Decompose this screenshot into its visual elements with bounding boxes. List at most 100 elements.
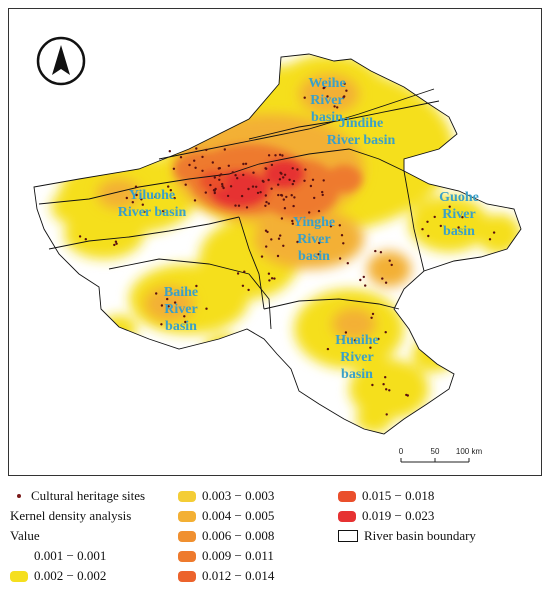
heritage-site-point	[359, 278, 362, 282]
heritage-site-point	[264, 167, 267, 170]
legend-value-title: Value	[10, 526, 40, 546]
heritage-site-point	[274, 154, 277, 157]
heritage-site-point	[384, 331, 387, 334]
legend-swatch-7	[178, 570, 196, 582]
heritage-site-point	[169, 189, 172, 192]
heritage-site-point	[457, 226, 460, 229]
heritage-site-point	[317, 209, 321, 213]
basin-label-jindihe-line-1: River basin	[327, 133, 396, 148]
heritage-site-point	[427, 234, 430, 238]
basin-label-yinghe-line-1: River	[297, 232, 330, 247]
heritage-site-point	[270, 277, 274, 280]
region-outline	[33, 53, 522, 435]
heritage-site-point	[384, 376, 387, 379]
legend-swatch-5	[178, 530, 196, 542]
heritage-site-point	[388, 389, 391, 392]
heritage-site-point	[344, 331, 348, 334]
heritage-site-point	[214, 187, 217, 191]
legend-class-1-label: 0.001 − 0.001	[34, 548, 107, 563]
heritage-site-point	[267, 178, 270, 182]
heritage-site-point	[318, 241, 321, 245]
heritage-site-point	[204, 191, 207, 194]
heritage-site-point	[388, 259, 391, 262]
heritage-site-point	[143, 210, 146, 214]
heritage-site-point	[247, 288, 250, 292]
heritage-site-point	[167, 305, 170, 308]
density-surface	[51, 54, 521, 433]
boundary-weihe	[158, 88, 435, 160]
heritage-site-point	[280, 194, 284, 197]
basin-label-baihe-line-2: basin	[165, 319, 197, 334]
heritage-site-point	[267, 154, 271, 157]
heritage-site-point	[326, 347, 330, 351]
heritage-site-point	[350, 338, 354, 341]
heritage-site-point	[390, 263, 393, 267]
legend-class-5: 0.006 − 0.008	[178, 526, 274, 546]
heritage-site-point	[382, 383, 385, 386]
legend-value-title-text: Value	[10, 528, 40, 543]
basin-label-yinghe-line-0: Yinghe	[293, 215, 335, 230]
heritage-site-point	[237, 204, 241, 207]
heritage-site-point	[279, 234, 282, 237]
legend-class-7-label: 0.012 − 0.014	[202, 568, 275, 583]
legend-class-8: 0.015 − 0.018	[338, 486, 434, 506]
river-basin-boundaries	[33, 53, 522, 435]
heritage-site-point	[267, 202, 270, 205]
heritage-site-point	[193, 159, 196, 162]
heritage-site-point	[277, 237, 281, 240]
heritage-site-point	[291, 167, 294, 170]
heritage-site-point	[336, 106, 339, 109]
heritage-site-point	[381, 277, 384, 280]
heritage-site-point	[217, 167, 220, 170]
heritage-site-point	[221, 182, 224, 186]
boundary-swatch-icon	[338, 530, 358, 542]
heritage-site-point	[290, 194, 293, 197]
heritage-site-point	[267, 272, 271, 275]
heritage-site-point	[270, 187, 273, 190]
heritage-site-point	[273, 277, 276, 280]
heritage-site-point	[265, 200, 268, 204]
heritage-site-point	[193, 199, 197, 202]
heritage-site-point	[227, 164, 230, 167]
heritage-site-point	[184, 320, 187, 324]
heritage-site-point	[234, 204, 237, 207]
legend-class-2-label: 0.002 − 0.002	[34, 568, 107, 583]
basin-label-yiluohe-line-1: River basin	[118, 205, 187, 220]
heritage-site-point	[278, 178, 282, 181]
heritage-site-point	[234, 174, 237, 177]
basin-label-weihe-line-2: basin	[311, 110, 343, 125]
heritage-site-point	[322, 179, 325, 182]
heritage-site-point	[195, 284, 198, 288]
heritage-site-point	[264, 229, 268, 232]
heritage-site-point	[293, 196, 296, 199]
heritage-site-point	[277, 183, 280, 186]
heritage-site-point	[385, 413, 388, 416]
map-frame: Weihe River basin Jindihe River basin Yiluohe…	[8, 8, 542, 476]
heritage-site-point	[167, 185, 170, 188]
heritage-site-point	[283, 207, 287, 210]
heritage-site-point	[364, 284, 367, 287]
heritage-site-point	[201, 155, 204, 159]
heritage-site-point	[188, 163, 191, 167]
heritage-site-point	[160, 323, 163, 326]
heritage-site-point	[265, 245, 268, 248]
heritage-site-point	[262, 180, 265, 183]
heritage-site-point	[338, 224, 341, 227]
heritage-site-point	[317, 253, 320, 256]
heritage-site-point	[321, 193, 324, 197]
heritage-site-point	[114, 240, 118, 243]
heritage-site-point	[231, 171, 234, 174]
heritage-site-point	[179, 156, 183, 159]
heritage-site-point	[384, 281, 388, 284]
basin-label-weihe-line-0: Weihe	[308, 76, 345, 91]
heritage-site-point	[115, 242, 118, 245]
heritage-site-point	[162, 209, 165, 213]
heritage-site-point	[194, 166, 197, 169]
heritage-site-point	[461, 216, 464, 219]
heritage-site-point	[166, 297, 169, 301]
boundary-guohe	[403, 170, 425, 272]
legend-class-3-label: 0.003 − 0.003	[202, 488, 275, 503]
legend-kda-title: Kernel density analysis	[10, 506, 131, 526]
heritage-site-point	[291, 222, 294, 225]
